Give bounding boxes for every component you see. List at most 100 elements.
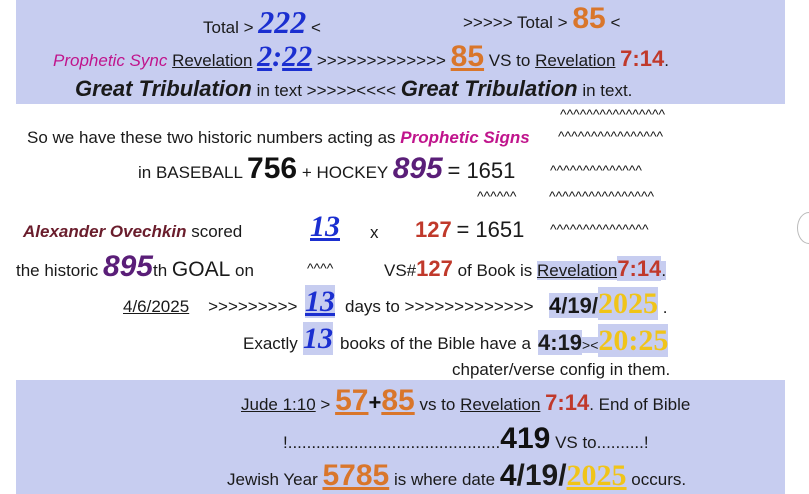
c-gt: >< xyxy=(582,337,599,353)
ref-7-14: 7:14 xyxy=(620,46,665,71)
number-895b: 895 xyxy=(102,250,153,283)
vs-to-dots: VS to..........! xyxy=(555,433,649,452)
n13a-wrap: 13 xyxy=(310,212,340,242)
ovechkin: Alexander Ovechkin xyxy=(23,222,187,241)
config-text: chpater/verse config in them. xyxy=(452,360,671,379)
gt-sign: > xyxy=(320,395,331,414)
number-85: 85 xyxy=(572,2,606,35)
period-2: . xyxy=(661,261,667,280)
scored: scored xyxy=(191,222,243,241)
in-text-2: in text. xyxy=(582,81,633,100)
period: . xyxy=(664,51,669,70)
number-127a: 127 xyxy=(415,217,452,242)
prophetic-sync-line: Prophetic Sync Revelation 2:22 >>>>>>>>>… xyxy=(53,40,669,73)
prophetic-signs: Prophetic Signs xyxy=(400,128,530,147)
so-we-have: So we have these two historic numbers ac… xyxy=(27,128,396,147)
total-label: Total > xyxy=(203,18,254,37)
great-tribulation-1: Great Tribulation xyxy=(75,76,252,101)
revelation-link-3[interactable]: Revelation xyxy=(536,261,618,280)
top-band xyxy=(16,0,785,104)
number-85b: 85 xyxy=(450,40,485,73)
date-4-19-2025: 4/19/2025 . xyxy=(549,287,668,320)
great-tribulation-line: Great Tribulation in text >>>>><<<< Grea… xyxy=(75,78,632,100)
revelation-link-4[interactable]: Revelation xyxy=(460,395,541,414)
date-line: 4/6/2025 >>>>>>>>> xyxy=(123,298,297,315)
ref-2: 2 xyxy=(257,40,273,73)
books-text: books of the Bible have a xyxy=(340,334,531,353)
config-4-19-20-25: 4:19><20:25 xyxy=(538,324,669,357)
number-57: 57 xyxy=(335,384,369,417)
vs-book-line: VS#127 of Book is Revelation7:14. xyxy=(384,256,667,281)
lt-sign-2: < xyxy=(610,13,621,32)
number-419: 419 xyxy=(500,422,551,455)
period-3: . xyxy=(662,298,668,317)
d19: /19/ xyxy=(561,293,598,318)
vs-hash: VS# xyxy=(384,261,417,280)
b19: /19/ xyxy=(516,459,567,492)
number-13b: 13 xyxy=(305,285,335,318)
carets-2: ^^^^^^^^^^^^^^^^ xyxy=(558,128,664,144)
equals-1651: = 1651 xyxy=(447,158,516,183)
carets-1: ^^^^^^^^^^^^^^^^ xyxy=(560,106,666,122)
times-sign: x xyxy=(370,223,379,242)
historic-numbers-line: So we have these two historic numbers ac… xyxy=(27,129,530,146)
jude-line: Jude 1:10 > 57+85 vs to Revelation 7:14.… xyxy=(241,386,690,416)
in-baseball: in BASEBALL xyxy=(138,163,243,182)
carets-3: ^^^^^^^^^^^^^^ xyxy=(550,162,642,178)
number-13a: 13 xyxy=(310,210,340,243)
c25: 25 xyxy=(638,324,669,357)
prophetic-sync: Prophetic Sync xyxy=(53,51,168,70)
number-85c: 85 xyxy=(381,384,415,417)
n127-line: 127 = 1651 xyxy=(415,219,524,241)
date-4-6-2025[interactable]: 4/6/2025 xyxy=(123,297,190,316)
of-book-is: of Book is xyxy=(457,261,533,280)
n13b-wrap: 13 xyxy=(305,285,335,318)
where-date: is where date xyxy=(393,470,496,489)
n13c-wrap: 13 xyxy=(303,322,333,355)
revelation-link-2[interactable]: Revelation xyxy=(535,51,616,70)
total-line: Total > 222 < xyxy=(203,6,321,38)
carets-4b: ^^^^^^^^^^^^^^^^ xyxy=(549,188,655,204)
equals-1651b: = 1651 xyxy=(456,217,525,242)
carets-4a: ^^^^^^ xyxy=(477,188,517,204)
ref-22: 22 xyxy=(282,40,313,73)
plus-hockey: + HOCKEY xyxy=(301,163,388,182)
vs-to-2: vs to xyxy=(419,395,456,414)
in-text-1: in text >>>>><<<< xyxy=(256,81,397,100)
historic-goal-line: the historic 895th GOAL on xyxy=(16,252,254,282)
jude-link[interactable]: Jude 1:10 xyxy=(241,395,316,414)
c19: :19 xyxy=(550,330,583,355)
number-127b: 127 xyxy=(416,256,453,281)
n419-line: !.......................................… xyxy=(283,424,649,454)
baseball-hockey-line: in BASEBALL 756 + HOCKEY 895 = 1651 xyxy=(138,154,515,184)
carets-6: ^^^^ xyxy=(307,260,334,276)
carets-5: ^^^^^^^^^^^^^^^ xyxy=(550,221,649,237)
scroll-handle[interactable] xyxy=(797,212,809,244)
b4: 4 xyxy=(499,459,517,492)
jewish-year-line: Jewish Year 5785 is where date 4/19/2025… xyxy=(227,461,686,491)
ref-7-14b: 7:14 xyxy=(617,256,662,281)
vs-to: VS to xyxy=(488,51,531,70)
number-756: 756 xyxy=(247,152,298,185)
bottom-band xyxy=(16,380,785,494)
plus: + xyxy=(368,390,382,415)
total-85-line: >>>>> Total > 85 < xyxy=(463,4,620,34)
occurs: occurs. xyxy=(631,470,687,489)
lt-sign: < xyxy=(311,18,321,37)
d4: 4 xyxy=(549,293,562,318)
days-to: days to >>>>>>>>>>>>> xyxy=(345,297,534,316)
ovechkin-line: Alexander Ovechkin scored xyxy=(23,223,242,240)
dots-pre: !.......................................… xyxy=(283,433,501,452)
on: on xyxy=(235,261,254,280)
number-13c: 13 xyxy=(303,322,333,355)
th-suffix: th xyxy=(153,261,168,280)
arrows-long: >>>>>>>>>>>>> xyxy=(316,51,446,70)
the-historic: the historic xyxy=(16,261,99,280)
number-895: 895 xyxy=(392,152,443,185)
d2025: 2025 xyxy=(597,287,658,320)
number-222: 222 xyxy=(258,4,307,40)
revelation-link[interactable]: Revelation xyxy=(172,51,253,70)
c20: 20 xyxy=(598,324,629,357)
arrows-date: >>>>>>>>> xyxy=(208,297,298,316)
goal: GOAL xyxy=(171,258,231,281)
